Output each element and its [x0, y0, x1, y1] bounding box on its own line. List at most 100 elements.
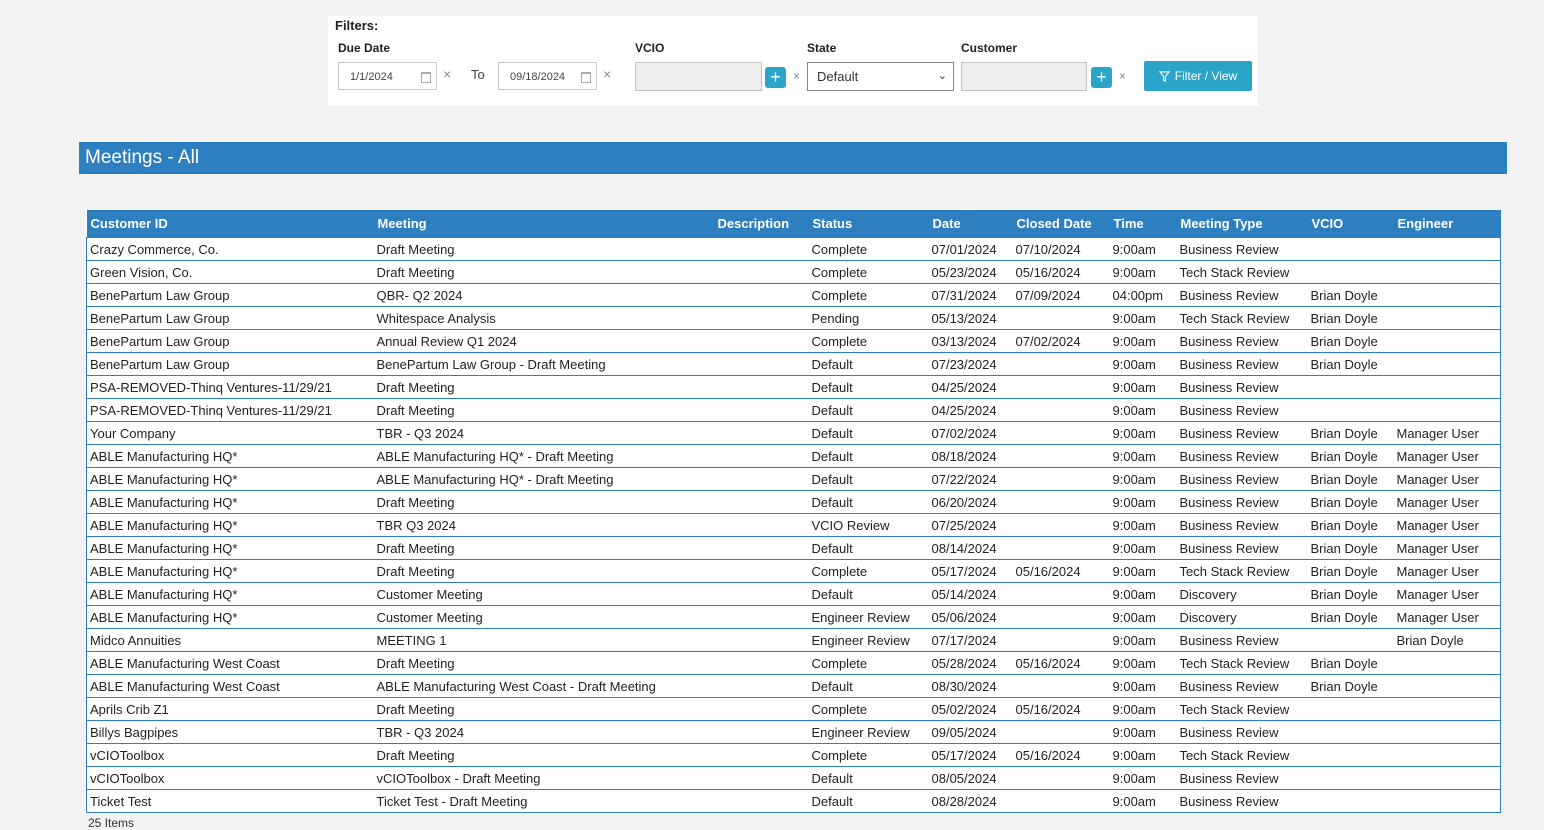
table-row[interactable]: ABLE Manufacturing HQ* ABLE Manufacturing… [86, 467, 1501, 491]
cell-meeting-type: Business Review [1176, 375, 1308, 399]
table-row[interactable]: PSA-REMOVED-Thinq Ventures-11/29/21 Draft… [86, 398, 1501, 422]
cell-meeting-type: Business Review [1176, 329, 1308, 353]
cell-time: 9:00am [1109, 766, 1177, 790]
customer-label: Customer [961, 41, 1018, 55]
column-header-engineer[interactable]: Engineer [1393, 210, 1501, 238]
cell-engineer [1393, 260, 1501, 284]
cell-meeting: Draft Meeting [373, 697, 714, 721]
clear-vcio-icon[interactable]: × [793, 69, 801, 83]
cell-engineer [1393, 789, 1501, 813]
table-row[interactable]: Ticket Test Ticket Test - Draft Meeting De… [86, 789, 1501, 813]
cell-meeting-type: Tech Stack Review [1176, 651, 1308, 675]
table-row[interactable]: ABLE Manufacturing West Coast ABLE Manufa… [86, 674, 1501, 698]
cell-meeting: Draft Meeting [373, 398, 714, 422]
cell-meeting: Draft Meeting [373, 490, 714, 514]
cell-time: 9:00am [1109, 444, 1177, 468]
add-customer-button[interactable]: + [1091, 67, 1112, 88]
column-header-status[interactable]: Status [808, 210, 929, 238]
cell-closed-date: 05/16/2024 [1012, 697, 1110, 721]
cell-engineer: Brian Doyle [1393, 628, 1501, 652]
cell-meeting-type: Business Review [1176, 467, 1308, 491]
cell-date: 08/14/2024 [928, 536, 1013, 560]
clear-due-to-icon[interactable]: × [603, 66, 612, 82]
cell-meeting: Whitespace Analysis [373, 306, 714, 330]
section-title: Meetings - All [79, 142, 1507, 174]
cell-time: 9:00am [1109, 421, 1177, 445]
add-vcio-button[interactable]: + [765, 67, 786, 88]
cell-description [713, 352, 809, 376]
cell-closed-date [1012, 766, 1110, 790]
due-date-from-input[interactable]: 1/1/2024 [338, 62, 437, 90]
table-row[interactable]: vCIOToolbox Draft Meeting Complete 05/17/20… [86, 743, 1501, 767]
cell-customer-id: ABLE Manufacturing HQ* [86, 444, 374, 468]
cell-engineer [1393, 237, 1501, 261]
table-row[interactable]: BenePartum Law Group Whitespace Analysis P… [86, 306, 1501, 330]
table-row[interactable]: PSA-REMOVED-Thinq Ventures-11/29/21 Draft… [86, 375, 1501, 399]
table-row[interactable]: ABLE Manufacturing HQ* Draft Meeting Defau… [86, 490, 1501, 514]
cell-meeting: ABLE Manufacturing HQ* - Draft Meeting [373, 467, 714, 491]
column-header-meeting[interactable]: Meeting [373, 210, 714, 238]
table-row[interactable]: ABLE Manufacturing HQ* TBR Q3 2024 VCIO Re… [86, 513, 1501, 537]
table-row[interactable]: Crazy Commerce, Co. Draft Meeting Complete… [86, 237, 1501, 261]
cell-vcio [1307, 398, 1394, 422]
clear-due-from-icon[interactable]: × [443, 66, 452, 82]
calendar-icon[interactable] [421, 72, 431, 83]
due-date-from-value: 1/1/2024 [350, 71, 393, 83]
cell-meeting: Draft Meeting [373, 559, 714, 583]
cell-description [713, 697, 809, 721]
column-header-date[interactable]: Date [928, 210, 1013, 238]
cell-date: 07/31/2024 [928, 283, 1013, 307]
cell-closed-date: 07/10/2024 [1012, 237, 1110, 261]
calendar-icon[interactable] [581, 72, 591, 83]
cell-date: 08/18/2024 [928, 444, 1013, 468]
table-row[interactable]: ABLE Manufacturing West Coast Draft Meeti… [86, 651, 1501, 675]
cell-meeting-type: Discovery [1176, 605, 1308, 629]
column-header-time[interactable]: Time [1109, 210, 1177, 238]
cell-closed-date: 05/16/2024 [1012, 260, 1110, 284]
table-row[interactable]: ABLE Manufacturing HQ* Customer Meeting De… [86, 582, 1501, 606]
due-date-to-input[interactable]: 09/18/2024 [498, 62, 597, 90]
vcio-input[interactable] [635, 62, 762, 91]
table-row[interactable]: ABLE Manufacturing HQ* Draft Meeting Defau… [86, 536, 1501, 560]
cell-customer-id: BenePartum Law Group [86, 283, 374, 307]
clear-customer-icon[interactable]: × [1119, 69, 1127, 83]
cell-customer-id: Billys Bagpipes [86, 720, 374, 744]
table-row[interactable]: Billys Bagpipes TBR - Q3 2024 Engineer Rev… [86, 720, 1501, 744]
cell-description [713, 444, 809, 468]
cell-status: Default [808, 766, 929, 790]
cell-description [713, 789, 809, 813]
table-row[interactable]: Your Company TBR - Q3 2024 Default 07/02/20… [86, 421, 1501, 445]
table-row[interactable]: BenePartum Law Group QBR- Q2 2024 Complete… [86, 283, 1501, 307]
column-header-customer-id[interactable]: Customer ID [86, 210, 374, 238]
cell-engineer: Manager User [1393, 490, 1501, 514]
table-row[interactable]: Midco Annuities MEETING 1 Engineer Review 0… [86, 628, 1501, 652]
state-select[interactable]: Default ⌄ [807, 62, 954, 91]
cell-description [713, 674, 809, 698]
table-row[interactable]: ABLE Manufacturing HQ* Customer Meeting En… [86, 605, 1501, 629]
table-row[interactable]: BenePartum Law Group Annual Review Q1 202… [86, 329, 1501, 353]
table-row[interactable]: Aprils Crib Z1 Draft Meeting Complete 05/02… [86, 697, 1501, 721]
cell-status: Engineer Review [808, 628, 929, 652]
cell-time: 9:00am [1109, 398, 1177, 422]
table-row[interactable]: ABLE Manufacturing HQ* ABLE Manufacturing… [86, 444, 1501, 468]
table-row[interactable]: Green Vision, Co. Draft Meeting Complete 05… [86, 260, 1501, 284]
cell-closed-date [1012, 582, 1110, 606]
column-header-vcio[interactable]: VCIO [1307, 210, 1394, 238]
column-header-meeting-type[interactable]: Meeting Type [1176, 210, 1308, 238]
table-header-row: Customer ID Meeting Description Status Date C… [86, 210, 1501, 238]
filter-view-button[interactable]: Filter / View [1144, 61, 1252, 91]
cell-date: 07/23/2024 [928, 352, 1013, 376]
cell-meeting: Draft Meeting [373, 536, 714, 560]
table-row[interactable]: vCIOToolbox vCIOToolbox - Draft Meeting De… [86, 766, 1501, 790]
column-header-closed-date[interactable]: Closed Date [1012, 210, 1110, 238]
table-row[interactable]: BenePartum Law Group BenePartum Law Group… [86, 352, 1501, 376]
customer-input[interactable] [961, 62, 1087, 91]
cell-engineer [1393, 766, 1501, 790]
cell-meeting-type: Business Review [1176, 674, 1308, 698]
cell-meeting-type: Tech Stack Review [1176, 559, 1308, 583]
column-header-description[interactable]: Description [713, 210, 809, 238]
table-row[interactable]: ABLE Manufacturing HQ* Draft Meeting Compl… [86, 559, 1501, 583]
cell-meeting-type: Business Review [1176, 789, 1308, 813]
cell-engineer [1393, 283, 1501, 307]
cell-closed-date [1012, 306, 1110, 330]
